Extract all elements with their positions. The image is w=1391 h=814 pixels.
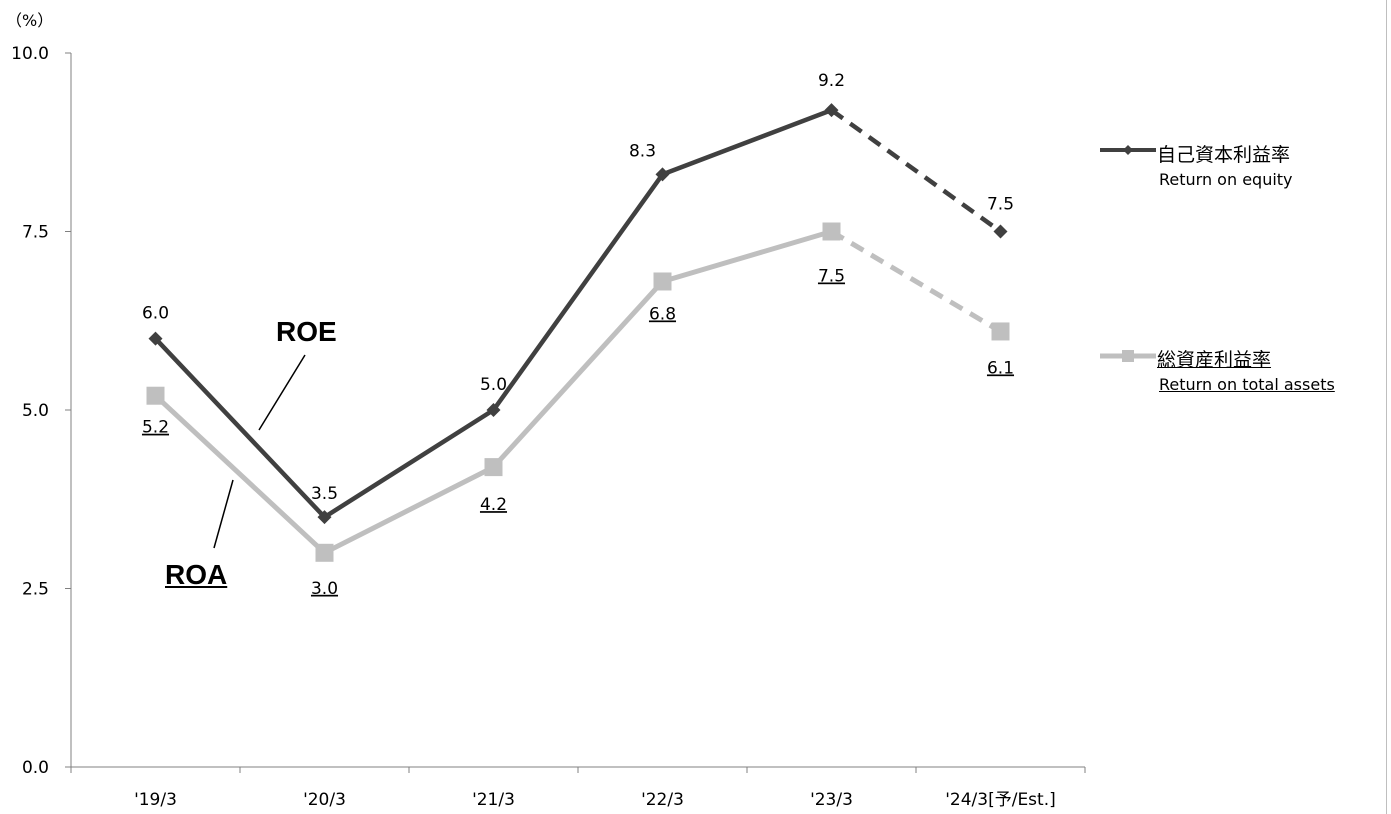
legend-sublabel-roa: Return on total assets <box>1159 375 1335 394</box>
y-tick-label: 5.0 <box>22 401 49 421</box>
legend-marker-roa <box>1100 350 1156 362</box>
data-point-roa <box>653 272 672 291</box>
data-point-roe <box>655 167 670 182</box>
data-point-roe <box>486 403 501 417</box>
roe-callout-label: ROE <box>276 316 337 347</box>
chart-frame-edge <box>1386 0 1387 814</box>
data-label-roe: 9.2 <box>818 71 845 91</box>
data-label-roa: 7.5 <box>818 267 845 287</box>
legend-marker-roe <box>1100 145 1156 155</box>
legend-label-roa: 総資産利益率 <box>1157 349 1272 371</box>
data-point-roa <box>822 222 841 241</box>
y-tick-label: 10.0 <box>11 44 49 64</box>
data-label-roa: 3.0 <box>311 579 338 599</box>
x-tick-label: '24/3[予/Est.] <box>945 790 1056 810</box>
data-point-roe <box>993 224 1008 239</box>
data-point-roa <box>315 543 334 562</box>
data-point-roa <box>484 458 503 477</box>
y-tick-label: 2.5 <box>22 580 49 600</box>
series-line-estimate-roe <box>830 108 1002 234</box>
roe-callout-leader <box>258 354 306 431</box>
x-tick-label: '19/3 <box>134 790 177 810</box>
roa-callout-label: ROA <box>165 559 228 590</box>
x-tick-label: '23/3 <box>810 790 853 810</box>
roa-callout-leader <box>213 479 234 549</box>
y-tick-label: 7.5 <box>22 223 49 243</box>
legend-sublabel-roe: Return on equity <box>1159 170 1293 189</box>
data-label-roa: 6.8 <box>649 304 676 324</box>
data-point-roa <box>146 386 165 405</box>
series-line-roe <box>153 108 833 520</box>
x-tick-label: '22/3 <box>641 790 684 810</box>
data-point-roe <box>824 103 839 118</box>
legend-label-roe: 自己資本利益率 <box>1157 144 1291 166</box>
data-label-roe: 7.5 <box>987 195 1014 215</box>
data-point-roe <box>317 510 332 525</box>
series-line-estimate-roa <box>830 229 1002 334</box>
y-tick-label: 0.0 <box>22 758 49 778</box>
data-point-roe <box>148 331 163 346</box>
data-label-roa: 6.1 <box>987 358 1014 378</box>
data-label-roa: 5.2 <box>142 418 169 438</box>
y-axis-unit-label: （%） <box>6 11 54 30</box>
data-label-roe: 8.3 <box>629 141 656 161</box>
data-label-roa: 4.2 <box>480 495 507 515</box>
data-label-roe: 3.5 <box>311 484 338 504</box>
data-label-roe: 5.0 <box>480 375 507 395</box>
x-tick-label: '20/3 <box>303 790 346 810</box>
x-tick-label: '21/3 <box>472 790 515 810</box>
data-label-roe: 6.0 <box>142 304 169 324</box>
data-point-roa <box>991 322 1010 341</box>
